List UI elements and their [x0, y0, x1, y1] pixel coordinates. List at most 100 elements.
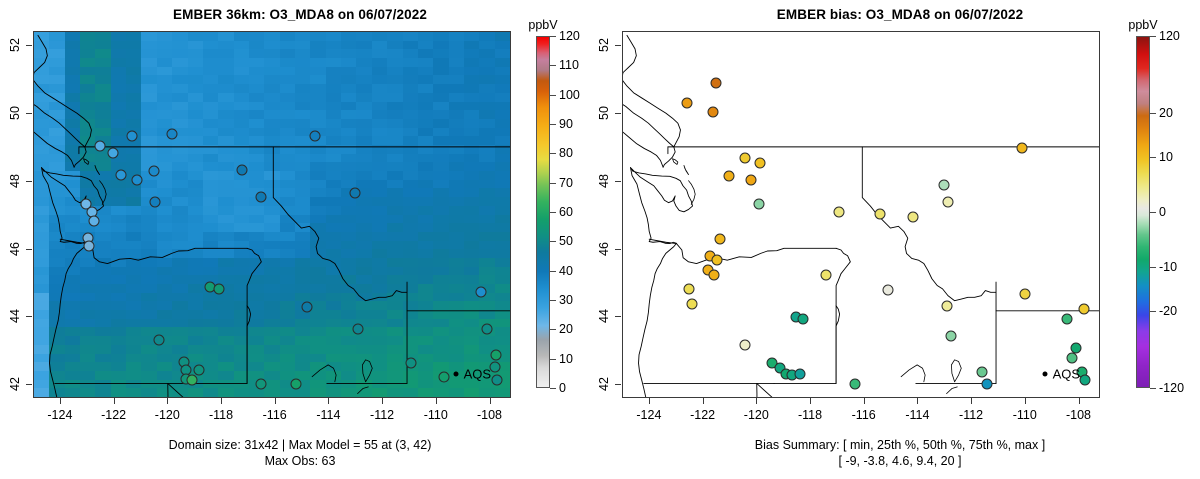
station-marker[interactable] [352, 323, 364, 335]
x-axis-label: -124 [636, 408, 662, 422]
x-axis-label: -114 [316, 408, 341, 422]
station-marker[interactable] [1066, 352, 1077, 364]
station-marker[interactable] [981, 378, 993, 390]
map-plot-model[interactable]: AQS [33, 31, 511, 398]
station-marker[interactable] [797, 313, 809, 325]
station-marker[interactable] [88, 215, 100, 227]
map-boundaries-bias [623, 34, 1099, 397]
station-marker[interactable] [745, 174, 757, 186]
station-marker[interactable] [405, 357, 417, 369]
station-marker[interactable] [976, 366, 987, 378]
colorbar-tick-label: 10 [1159, 150, 1173, 165]
panel-title-model: EMBER 36km: O3_MDA8 on 06/07/2022 [173, 7, 427, 22]
colorbar-title: ppbV [528, 18, 558, 32]
station-marker[interactable] [945, 330, 957, 342]
station-marker[interactable] [794, 368, 806, 379]
x-axis-tick [917, 398, 919, 404]
station-marker[interactable] [941, 300, 953, 312]
station-marker[interactable] [739, 152, 751, 164]
station-marker[interactable] [349, 187, 361, 199]
station-marker[interactable] [711, 254, 723, 266]
station-marker[interactable] [131, 174, 143, 186]
station-marker[interactable] [723, 170, 735, 182]
y-axis-label: 44 [597, 309, 611, 324]
map-plot-bias[interactable]: AQS [622, 31, 1100, 398]
station-marker[interactable] [491, 374, 503, 386]
colorbar-tick-label: 0 [559, 381, 566, 395]
station-marker[interactable] [1019, 288, 1030, 300]
station-marker[interactable] [710, 77, 722, 89]
colorbar-tick [550, 388, 556, 389]
station-marker[interactable] [148, 165, 159, 177]
y-axis-label: 52 [597, 37, 611, 52]
station-marker[interactable] [153, 334, 165, 345]
station-marker[interactable] [683, 283, 695, 295]
station-marker[interactable] [1070, 342, 1081, 354]
x-axis-tick [489, 398, 491, 404]
station-marker[interactable] [166, 128, 178, 140]
station-marker[interactable] [753, 198, 765, 210]
station-marker[interactable] [193, 364, 205, 376]
station-marker[interactable] [107, 147, 119, 159]
station-marker[interactable] [255, 378, 267, 390]
colorbar-tick-label: 90 [559, 117, 573, 131]
station-marker[interactable] [714, 233, 726, 245]
station-marker[interactable] [942, 196, 954, 208]
colorbar-tick [550, 270, 556, 272]
station-marker[interactable] [115, 169, 127, 181]
station-marker[interactable] [1016, 142, 1028, 153]
station-marker[interactable] [754, 157, 766, 169]
station-marker[interactable] [739, 339, 751, 351]
colorbar-gradient [1136, 36, 1150, 388]
colorbar-tick-label: 100 [559, 87, 580, 102]
station-marker[interactable] [681, 97, 693, 109]
station-marker[interactable] [290, 378, 302, 390]
station-marker[interactable] [301, 301, 313, 313]
station-marker[interactable] [149, 196, 161, 208]
caption-model-line1: Domain size: 31x42 | Max Model = 55 at (… [168, 438, 432, 452]
station-marker[interactable] [489, 361, 500, 373]
x-axis-label: -112 [370, 408, 395, 422]
station-marker[interactable] [481, 323, 492, 335]
y-axis-label: 46 [8, 241, 22, 256]
station-marker[interactable] [907, 211, 919, 223]
station-marker[interactable] [874, 208, 885, 220]
colorbar-tick-label: 60 [559, 205, 573, 219]
station-marker[interactable] [83, 240, 95, 252]
colorbar-tick [1150, 157, 1156, 159]
station-marker[interactable] [882, 284, 893, 296]
station-marker[interactable] [1061, 313, 1073, 325]
station-marker[interactable] [833, 206, 845, 218]
station-marker[interactable] [708, 269, 720, 281]
colorbar-tick [550, 329, 556, 331]
station-marker[interactable] [213, 283, 225, 295]
y-axis-tick [615, 384, 621, 386]
station-marker[interactable] [94, 140, 106, 152]
x-axis-tick [328, 398, 330, 404]
x-axis-tick [113, 398, 115, 404]
station-marker[interactable] [475, 286, 487, 298]
station-marker[interactable] [126, 130, 138, 142]
station-marker[interactable] [707, 106, 719, 118]
station-marker[interactable] [236, 164, 248, 176]
y-axis-label: 46 [597, 241, 611, 256]
x-axis-tick [971, 398, 973, 404]
y-axis-label: 48 [597, 173, 611, 188]
station-marker[interactable] [255, 191, 267, 203]
aqs-legend-label: AQS [1052, 366, 1081, 381]
y-axis-tick [26, 112, 32, 114]
colorbar-tick-label: 70 [559, 175, 573, 190]
station-marker[interactable] [438, 371, 449, 383]
station-marker[interactable] [820, 269, 832, 281]
y-axis-tick [615, 248, 621, 250]
station-marker[interactable] [1078, 303, 1089, 315]
station-marker[interactable] [309, 130, 321, 142]
station-marker[interactable] [849, 378, 861, 390]
station-marker[interactable] [686, 298, 697, 310]
colorbar-tick [550, 65, 556, 67]
station-marker[interactable] [186, 374, 198, 386]
station-marker[interactable] [1079, 374, 1091, 386]
x-axis-label: -110 [423, 408, 448, 422]
station-marker[interactable] [938, 179, 950, 191]
station-marker[interactable] [490, 349, 502, 361]
